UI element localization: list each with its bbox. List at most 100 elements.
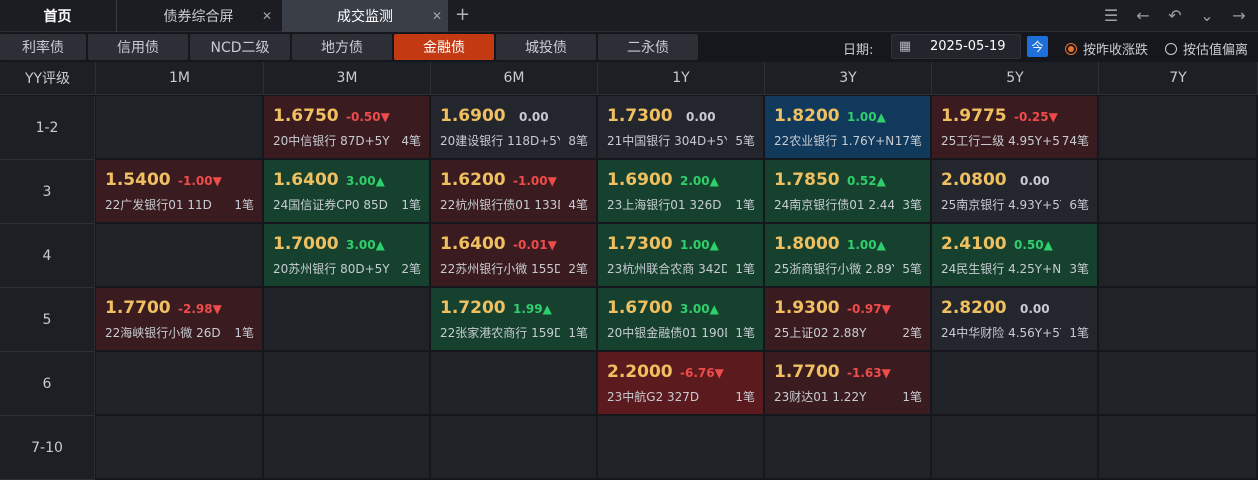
undo-icon[interactable]: ↶ [1168, 6, 1182, 25]
settings-list-icon[interactable]: ☰ [1103, 6, 1119, 25]
category-city-invest-bond[interactable]: 城投债 [496, 34, 596, 60]
trade-count: 4笔 [568, 198, 588, 212]
empty-cell [932, 416, 1099, 480]
category-financial-bond[interactable]: 金融债 [394, 34, 494, 60]
bond-name: 25工行二级 4.95Y+5 [941, 134, 1060, 148]
trade-cell[interactable]: 1.7000 3.00▲ 20苏州银行 80D+5Y 2笔 [264, 224, 431, 288]
add-tab-icon[interactable]: + [455, 4, 471, 25]
category-perpetual-bond[interactable]: 二永债 [598, 34, 698, 60]
category-credit-bond[interactable]: 信用债 [88, 34, 188, 60]
column-header[interactable]: 7Y [1099, 62, 1258, 95]
column-header[interactable]: 3Y [765, 62, 932, 95]
trade-count: 1笔 [735, 390, 755, 404]
empty-cell [1099, 224, 1258, 288]
radio-valuation[interactable]: 按估值偏离 [1165, 39, 1248, 58]
column-header[interactable]: YY评级 [0, 62, 96, 95]
trade-price: 1.7300 [607, 106, 673, 126]
row-header: 4 [0, 224, 95, 288]
trade-cell[interactable]: 1.6750 -0.50▼ 20中信银行 87D+5Y 4笔 [264, 96, 431, 160]
trade-count: 1笔 [568, 326, 588, 340]
trade-cell[interactable]: 1.6700 3.00▲ 20中银金融债01 190D 1笔 [598, 288, 765, 352]
trade-cell[interactable]: 2.0800 0.00 25南京银行 4.93Y+5Y 6笔 [932, 160, 1099, 224]
trade-cell[interactable]: 1.7300 0.00 21中国银行 304D+5Y 5笔 [598, 96, 765, 160]
trade-count: 74笔 [1061, 134, 1089, 148]
radio-prev-close[interactable]: 按昨收涨跌 [1065, 39, 1148, 58]
tab-home[interactable]: 首页 [0, 0, 115, 32]
column-header[interactable]: 1M [96, 62, 264, 95]
row-header: 5 [0, 288, 95, 352]
trade-price: 1.7000 [273, 234, 339, 254]
today-button[interactable]: 今 [1027, 36, 1048, 57]
bond-name: 23杭州联合农商 342D [607, 262, 727, 276]
tab-trade-monitor[interactable]: 成交监测 ✕ [282, 0, 448, 32]
trade-cell[interactable]: 1.6400 -0.01▼ 22苏州银行小微 155D 2笔 [431, 224, 598, 288]
close-icon[interactable]: ✕ [261, 9, 272, 23]
bond-name: 20中信银行 87D+5Y [273, 134, 390, 148]
price-change: 0.00 [1020, 302, 1050, 316]
column-header[interactable]: 3M [264, 62, 431, 95]
empty-cell [1099, 416, 1258, 480]
chevron-down-icon[interactable]: ⌄ [1200, 6, 1214, 25]
date-label: 日期: [843, 43, 874, 58]
trade-count: 3笔 [902, 198, 922, 212]
column-header[interactable]: 6M [431, 62, 598, 95]
category-ncd[interactable]: NCD二级 [190, 34, 290, 60]
trade-cell[interactable]: 1.8200 1.00▲ 22农业银行 1.76Y+N 17笔 [765, 96, 932, 160]
date-input[interactable]: ▦ 2025-05-19 [891, 34, 1021, 59]
price-change: -1.00▼ [178, 174, 222, 188]
trade-cell[interactable]: 1.9300 -0.97▼ 25上证02 2.88Y 2笔 [765, 288, 932, 352]
trade-price: 2.8200 [941, 298, 1007, 318]
price-change: 0.50▲ [1014, 238, 1053, 252]
bond-name: 23财达01 1.22Y [774, 390, 867, 404]
price-change: 1.00▲ [680, 238, 719, 252]
price-change: -0.50▼ [346, 110, 390, 124]
trade-count: 2笔 [401, 262, 421, 276]
trade-cell[interactable]: 1.8000 1.00▲ 25浙商银行小微 2.89Y 5笔 [765, 224, 932, 288]
price-change: -0.01▼ [513, 238, 557, 252]
trade-cell[interactable]: 1.6200 -1.00▼ 22杭州银行债01 133D 4笔 [431, 160, 598, 224]
empty-cell [264, 288, 431, 352]
bond-name: 24南京银行债01 2.44Y [774, 198, 894, 212]
trade-cell[interactable]: 1.6900 0.00 20建设银行 118D+5Y 8笔 [431, 96, 598, 160]
bond-name: 22海峡银行小微 26D [105, 326, 221, 340]
column-header[interactable]: 1Y [598, 62, 765, 95]
category-label: 金融债 [423, 40, 465, 56]
trade-cell[interactable]: 1.7700 -2.98▼ 22海峡银行小微 26D 1笔 [96, 288, 264, 352]
trade-price: 1.6900 [440, 106, 506, 126]
back-arrow-icon[interactable]: ← [1136, 6, 1150, 25]
trade-price: 1.6700 [607, 298, 673, 318]
trade-cell[interactable]: 1.5400 -1.00▼ 22广发银行01 11D 1笔 [96, 160, 264, 224]
trade-monitor-grid: YY评级 1M 3M 6M 1Y 3Y 5Y 7Y 1-2 1.6750 -0.50▼ 20中信银行 … [0, 62, 1258, 480]
trade-count: 1笔 [735, 326, 755, 340]
trade-cell[interactable]: 1.9775 -0.25▼ 25工行二级 4.95Y+5 74笔 [932, 96, 1099, 160]
trade-cell[interactable]: 2.8200 0.00 24中华财险 4.56Y+5Y 1笔 [932, 288, 1099, 352]
radio-checked-icon [1065, 42, 1077, 55]
bond-name: 23中航G2 327D [607, 390, 700, 404]
trade-price: 1.6900 [607, 170, 673, 190]
category-rate-bond[interactable]: 利率债 [0, 34, 86, 60]
trade-cell[interactable]: 1.7700 -1.63▼ 23财达01 1.22Y 1笔 [765, 352, 932, 416]
calendar-icon[interactable]: ▦ [898, 39, 912, 54]
trade-cell[interactable]: 1.6400 3.00▲ 24国信证券CP0 85D 1笔 [264, 160, 431, 224]
trade-price: 1.7700 [774, 362, 840, 382]
trade-price: 1.9300 [774, 298, 840, 318]
category-local-bond[interactable]: 地方债 [292, 34, 392, 60]
date-value: 2025-05-19 [930, 39, 1006, 54]
price-change: 3.00▲ [346, 174, 385, 188]
forward-arrow-icon[interactable]: → [1232, 6, 1246, 25]
column-header[interactable]: 5Y [932, 62, 1099, 95]
trade-cell[interactable]: 1.7300 1.00▲ 23杭州联合农商 342D 1笔 [598, 224, 765, 288]
trade-cell[interactable]: 1.6900 2.00▲ 23上海银行01 326D 1笔 [598, 160, 765, 224]
trade-cell[interactable]: 2.4100 0.50▲ 24民生银行 4.25Y+N 3笔 [932, 224, 1099, 288]
trade-price: 1.8200 [774, 106, 840, 126]
empty-cell [96, 352, 264, 416]
trade-price: 2.4100 [941, 234, 1007, 254]
trade-cell[interactable]: 2.2000 -6.76▼ 23中航G2 327D 1笔 [598, 352, 765, 416]
trade-count: 1笔 [902, 390, 922, 404]
trade-cell[interactable]: 1.7200 1.99▲ 22张家港农商行 159D 1笔 [431, 288, 598, 352]
trade-count: 17笔 [894, 134, 922, 148]
tab-bond-screen[interactable]: 债券综合屏 ✕ [116, 0, 280, 32]
trade-price: 1.7300 [607, 234, 673, 254]
close-icon[interactable]: ✕ [431, 9, 442, 23]
trade-cell[interactable]: 1.7850 0.52▲ 24南京银行债01 2.44Y 3笔 [765, 160, 932, 224]
